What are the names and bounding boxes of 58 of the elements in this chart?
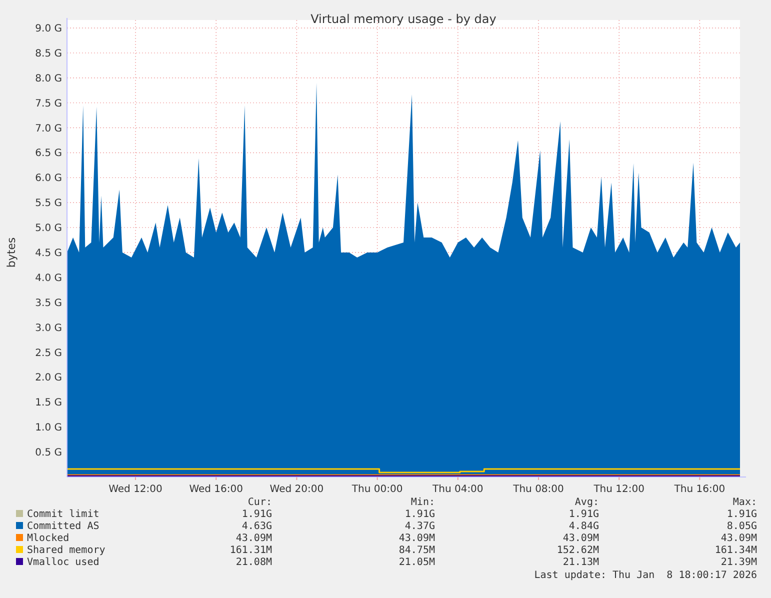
text: 4.63G — [242, 521, 272, 532]
y-tick-label: 2.5 G — [35, 348, 62, 359]
legend-label: Commit limit — [27, 509, 100, 520]
text: 4.84G — [568, 521, 599, 532]
text: Max: — [732, 497, 757, 508]
y-tick-label: 0.5 G — [35, 448, 62, 459]
text: 43.09M — [398, 533, 435, 544]
y-tick-label: 2.0 G — [35, 372, 62, 384]
text: 8.05G — [726, 521, 757, 532]
text: 161.31M — [230, 545, 272, 556]
text: Avg: — [574, 497, 599, 508]
text: 21.08M — [236, 557, 272, 568]
text: 43.09M — [720, 533, 757, 544]
x-tick-label: Thu 12:00 — [592, 484, 644, 495]
y-tick-label: 7.0 G — [35, 123, 62, 134]
legend-label: Mlocked — [27, 533, 70, 544]
y-tick-label: 9.0 G — [35, 24, 62, 34]
text: 43.09M — [236, 533, 272, 544]
text: 1.91G — [568, 509, 599, 520]
text: 161.34M — [714, 545, 757, 556]
x-tick-label: Thu 04:00 — [432, 484, 484, 495]
y-tick-label: 1.5 G — [35, 398, 62, 409]
y-tick-label: 1.0 G — [35, 422, 62, 434]
x-tick-label: Wed 12:00 — [108, 484, 162, 495]
x-tick-label: Wed 16:00 — [189, 484, 244, 495]
legend-label: Vmalloc used — [27, 557, 100, 568]
chart-title: Virtual memory usage - by day — [310, 12, 496, 26]
y-tick-label: 5.0 G — [35, 223, 62, 234]
x-tick-label: Wed 20:00 — [270, 484, 324, 495]
y-tick-label: 4.5 G — [35, 248, 62, 259]
text: 1.91G — [726, 509, 757, 520]
y-tick-label: 6.0 G — [35, 173, 62, 184]
y-tick-label: 4.0 G — [35, 272, 62, 284]
text: 21.13M — [562, 557, 599, 568]
y-tick-label: 6.5 G — [35, 148, 62, 160]
legend-label: Committed AS — [27, 521, 100, 532]
text: 43.09M — [562, 533, 599, 544]
text: Cur: — [248, 497, 272, 508]
y-tick-label: 3.5 G — [35, 298, 62, 309]
text: 1.91G — [404, 509, 435, 520]
y-tick-label: 8.5 G — [35, 48, 62, 60]
y-tick-label: 7.5 G — [35, 98, 62, 110]
text: 4.37G — [404, 521, 435, 532]
x-tick-label: Thu 16:00 — [673, 484, 726, 495]
x-tick-label: Thu 00:00 — [350, 484, 403, 495]
y-axis-title: bytes — [5, 237, 18, 268]
text: Last update: Thu Jan 8 18:00:17 2026 — [534, 570, 757, 581]
text: 21.39M — [720, 557, 757, 568]
text: 1.91G — [242, 509, 272, 520]
text: 21.05M — [398, 557, 435, 568]
legend-label: Shared memory — [27, 545, 106, 556]
y-tick-label: 3.0 G — [35, 322, 62, 334]
x-tick-label: Thu 08:00 — [512, 484, 564, 495]
text: 152.62M — [556, 545, 599, 556]
y-tick-label: 5.5 G — [35, 198, 62, 210]
y-tick-label: 8.0 G — [35, 73, 62, 84]
text: 84.75M — [398, 545, 435, 556]
text: Min: — [410, 497, 435, 508]
